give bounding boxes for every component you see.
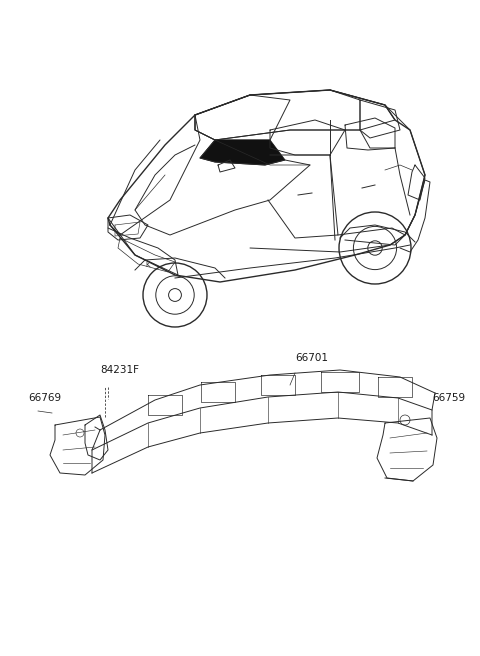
Text: 84231F: 84231F <box>100 365 139 375</box>
Text: 66769: 66769 <box>28 393 61 403</box>
Text: 66759: 66759 <box>432 393 465 403</box>
Text: K: K <box>146 262 150 268</box>
Text: 66701: 66701 <box>295 353 328 363</box>
Polygon shape <box>200 140 285 165</box>
